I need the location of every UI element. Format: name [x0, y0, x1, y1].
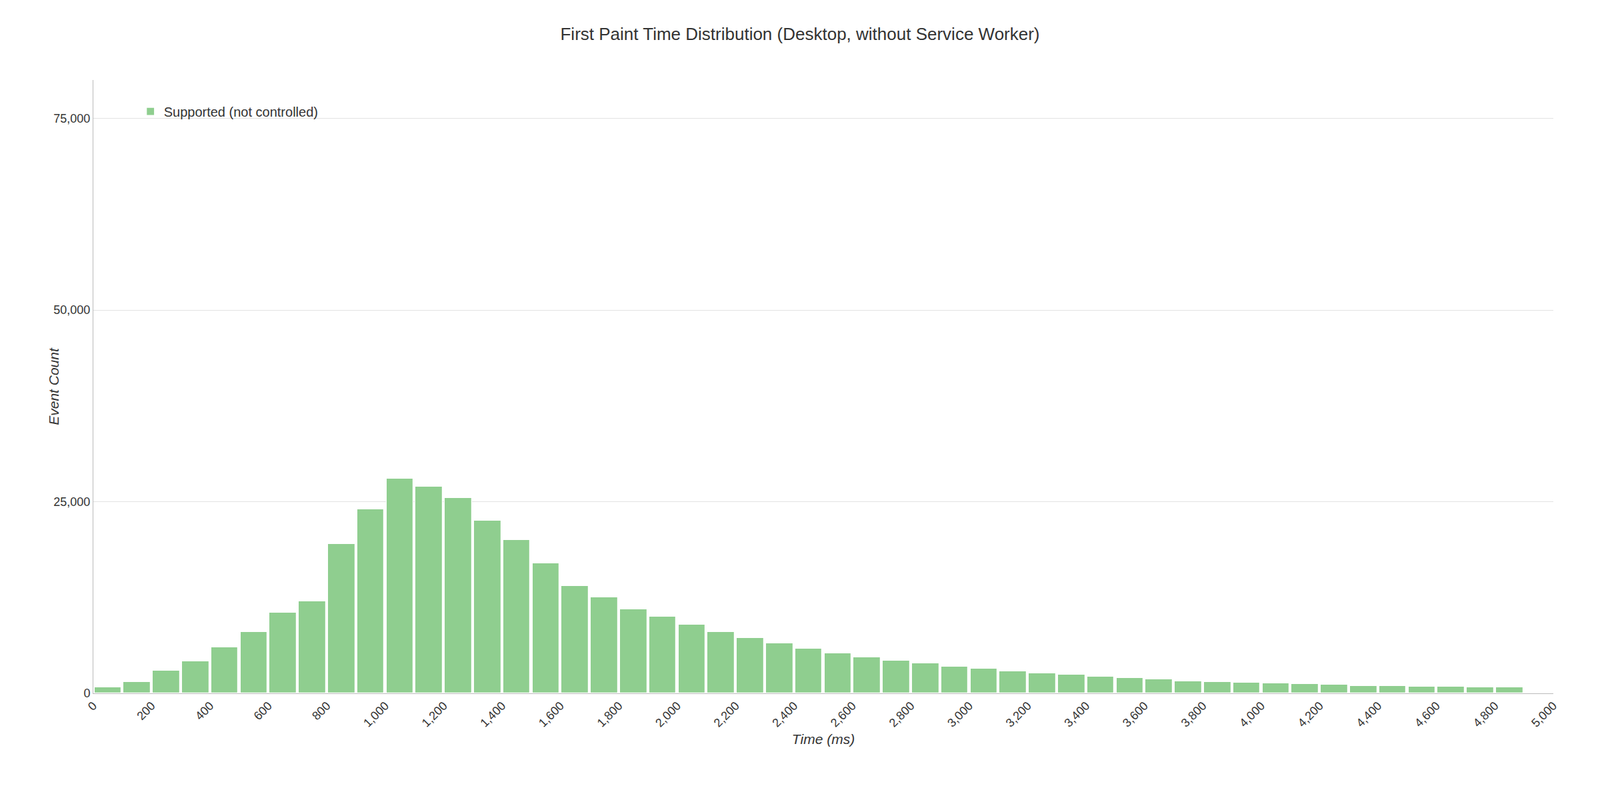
svg-text:4,200: 4,200 — [1295, 699, 1326, 730]
svg-text:25,000: 25,000 — [53, 495, 90, 509]
svg-text:75,000: 75,000 — [53, 112, 90, 126]
svg-text:3,200: 3,200 — [1003, 699, 1034, 730]
svg-text:4,600: 4,600 — [1412, 699, 1443, 730]
svg-text:Supported (not controlled): Supported (not controlled) — [164, 104, 318, 120]
svg-text:4,800: 4,800 — [1470, 699, 1502, 730]
svg-text:1,600: 1,600 — [536, 699, 567, 730]
svg-text:2,200: 2,200 — [711, 699, 742, 730]
svg-text:50,000: 50,000 — [53, 303, 90, 317]
svg-text:1,000: 1,000 — [360, 699, 392, 730]
svg-text:3,800: 3,800 — [1178, 699, 1210, 730]
svg-text:3,400: 3,400 — [1061, 699, 1092, 730]
svg-text:3,600: 3,600 — [1120, 699, 1151, 730]
svg-text:2,000: 2,000 — [652, 699, 684, 730]
svg-text:0: 0 — [83, 686, 90, 700]
svg-text:Event Count: Event Count — [46, 347, 62, 426]
svg-text:First Paint Time Distribution: First Paint Time Distribution (Desktop, … — [560, 24, 1040, 44]
svg-text:600: 600 — [251, 699, 275, 723]
svg-text:400: 400 — [192, 699, 216, 723]
svg-text:Time (ms): Time (ms) — [792, 731, 855, 747]
svg-text:1,200: 1,200 — [419, 699, 450, 730]
svg-text:1,400: 1,400 — [477, 699, 508, 730]
svg-text:200: 200 — [134, 699, 158, 723]
svg-text:1,800: 1,800 — [594, 699, 626, 730]
svg-text:2,600: 2,600 — [828, 699, 859, 730]
svg-text:800: 800 — [309, 699, 333, 723]
svg-text:4,400: 4,400 — [1353, 699, 1384, 730]
svg-text:2,800: 2,800 — [886, 699, 918, 730]
svg-text:2,400: 2,400 — [769, 699, 800, 730]
svg-text:4,000: 4,000 — [1236, 699, 1268, 730]
svg-text:3,000: 3,000 — [944, 699, 976, 730]
svg-text:0: 0 — [85, 699, 100, 714]
svg-text:5,000: 5,000 — [1528, 699, 1560, 730]
